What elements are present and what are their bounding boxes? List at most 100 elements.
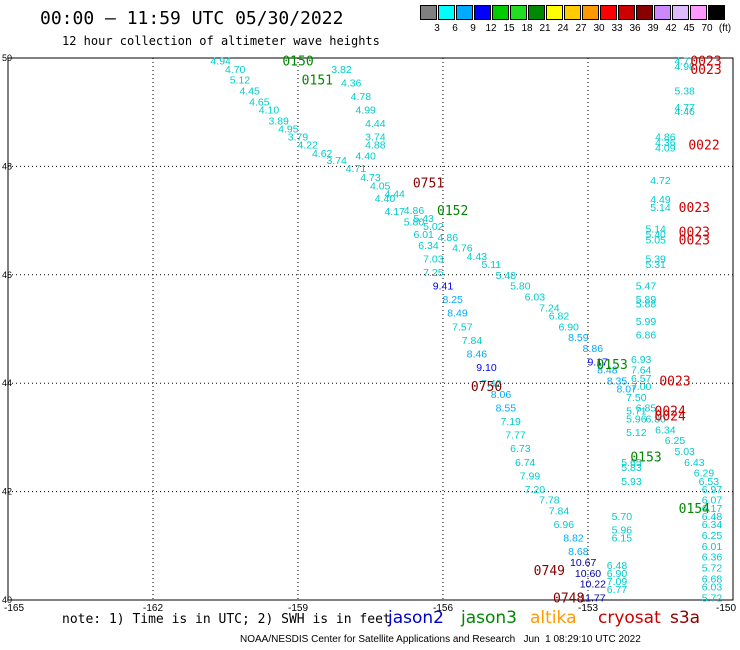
swh-value: 5.11 — [481, 259, 501, 271]
swh-value: 7.09 — [607, 576, 628, 588]
swh-value: 5.14 — [650, 202, 671, 214]
legend-swatch — [636, 5, 653, 20]
swh-value: 3.82 — [331, 64, 352, 76]
swh-value: 4.45 — [239, 86, 260, 98]
pass-time-label: 0153 — [597, 358, 628, 373]
legend-label: (ft) — [718, 23, 732, 34]
y-tick-label: 50 — [2, 53, 12, 63]
swh-value: 7.42 — [481, 378, 502, 390]
swh-value: 6.34 — [655, 424, 676, 436]
swh-value: 4.86 — [404, 205, 425, 217]
swh-value: 4.94 — [210, 56, 231, 68]
x-tick-label: -162 — [143, 603, 163, 614]
legend-label: 70 — [701, 23, 713, 34]
swh-value: 5.93 — [621, 476, 642, 488]
pass-time-label: 0023 — [679, 234, 710, 249]
swh-value: 7.24 — [539, 302, 560, 314]
swh-value: 6.15 — [612, 533, 633, 545]
swh-value: 5.88 — [636, 299, 657, 311]
page-subtitle: 12 hour collection of altimeter wave hei… — [62, 34, 380, 48]
x-tick-label: -156 — [433, 603, 453, 614]
legend-swatch — [582, 5, 599, 20]
swh-value: 4.71 — [346, 163, 367, 175]
swh-value: 10.67 — [570, 557, 596, 569]
satellite-cryosat: cryosat — [598, 608, 661, 628]
plot-frame — [7, 57, 734, 601]
legend-label: 9 — [470, 23, 476, 34]
swh-value: 8.59 — [568, 332, 589, 344]
swh-value: 6.86 — [636, 329, 657, 341]
swh-value: 5.43 — [413, 213, 434, 225]
swh-value: 6.93 — [631, 354, 652, 366]
swh-value: 4.09 — [655, 142, 676, 154]
legend-swatch — [492, 5, 509, 20]
swh-value: 4.36 — [655, 137, 676, 149]
swh-value: 4.40 — [375, 193, 396, 205]
swh-value: 5.80 — [510, 281, 531, 293]
swh-value: 6.80 — [645, 413, 666, 425]
swh-value: 6.17 — [702, 503, 723, 515]
x-tick-label: -165 — [4, 603, 24, 614]
swh-value: 4.44 — [365, 118, 386, 130]
swh-value: 5.48 — [496, 270, 517, 282]
swh-value: 5.70 — [612, 511, 633, 523]
swh-value: 4.72 — [650, 175, 671, 187]
swh-value: 4.17 — [384, 206, 405, 218]
legend-swatch — [708, 5, 725, 20]
swh-value: 6.34 — [702, 519, 723, 531]
swh-value: 7.50 — [626, 392, 647, 404]
pass-time-label: 0023 — [690, 63, 721, 78]
pass-time-label: 0024 — [655, 404, 686, 419]
legend-label: 27 — [575, 23, 587, 34]
time-labels: 0150 0151 0751 0152 0750 0153 0153 0154 0749 0748… — [282, 55, 721, 607]
swh-value: 8.35 — [607, 375, 628, 387]
swh-value: 5.47 — [636, 281, 657, 293]
swh-value: 6.74 — [515, 457, 536, 469]
swh-value: 4.73 — [360, 172, 381, 184]
swh-value: 9.17 — [587, 357, 608, 369]
swh-value: 5.96 — [612, 525, 633, 537]
swh-value: 4.05 — [370, 180, 391, 192]
swh-value: 11.77 — [580, 592, 606, 604]
swh-value: 4.40 — [355, 151, 376, 163]
swh-value: 6.90 — [558, 321, 579, 333]
swh-value: 6.53 — [699, 476, 720, 488]
swh-value: 6.25 — [665, 435, 686, 447]
swh-value: 6.57 — [631, 373, 652, 385]
swh-value: 7.84 — [462, 335, 483, 347]
legend-label: 39 — [647, 23, 659, 34]
note-text: note: 1) Time is in UTC; 2) SWH is in fe… — [62, 612, 391, 627]
satellite-jason2: jason2 — [388, 608, 444, 628]
swh-value: 5.05 — [645, 235, 666, 247]
pass-time-label: 0150 — [282, 55, 313, 70]
legend-swatch — [672, 5, 689, 20]
y-tick-label: 48 — [2, 161, 12, 171]
legend-swatch — [456, 5, 473, 20]
swh-value: 5.02 — [423, 221, 444, 233]
swh-value: 6.96 — [554, 519, 575, 531]
swh-value: 4.77 — [674, 56, 695, 68]
y-tick-label: 42 — [2, 487, 12, 497]
satellite-altika: altika — [530, 608, 577, 628]
pass-time-label: 0023 — [679, 201, 710, 216]
swh-value: 7.20 — [525, 484, 546, 496]
swh-value: 5.03 — [674, 446, 695, 458]
swh-value: 5.12 — [230, 75, 251, 87]
legend-swatch — [438, 5, 455, 20]
pass-time-label: 0024 — [655, 410, 686, 425]
swh-value: 8.25 — [442, 294, 463, 306]
swh-value: 5.31 — [645, 259, 666, 271]
swh-value: 3.74 — [365, 132, 386, 144]
swh-value: 8.86 — [583, 343, 604, 355]
swh-value: 4.88 — [365, 140, 386, 152]
swh-value: 5.80 — [404, 217, 425, 229]
swh-value: 8.06 — [491, 389, 512, 401]
swh-value: 4.10 — [259, 104, 280, 116]
swh-value: 4.62 — [312, 148, 333, 160]
legend-label: 3 — [434, 23, 440, 34]
swh-value: 4.65 — [249, 96, 270, 108]
swh-value: 6.48 — [702, 511, 723, 523]
legend-label: 12 — [485, 23, 497, 34]
legend-swatch — [510, 5, 527, 20]
swh-value: 3.89 — [268, 115, 289, 127]
